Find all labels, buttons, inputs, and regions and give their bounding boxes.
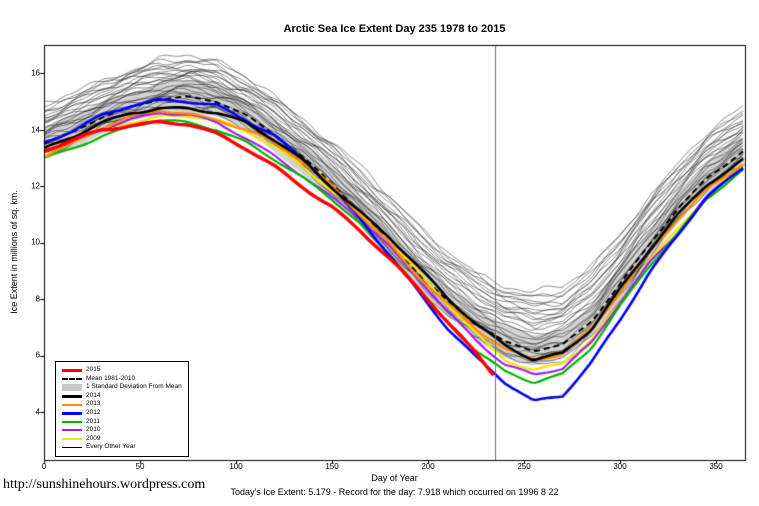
y-tick-label: 4: [35, 407, 40, 417]
x-tick-label: 100: [229, 462, 243, 471]
x-tick-label: 250: [517, 462, 531, 471]
y-axis-label: Ice Extent in millions of sq. km.: [9, 190, 19, 314]
legend-item-label: Every Other Year: [86, 443, 136, 451]
legend-swatch-2009: [62, 438, 82, 441]
legend-item-label: 2009: [86, 434, 101, 442]
x-tick-label: 0: [41, 462, 47, 471]
x-tick-label: 350: [709, 462, 723, 471]
legend-item: Every Other Year: [62, 443, 182, 452]
legend-item: 2014: [62, 392, 182, 401]
legend-swatch-2014: [62, 394, 82, 398]
y-tick-label: 6: [35, 350, 40, 360]
legend-swatch-2011: [62, 420, 82, 423]
chart-title: Arctic Sea Ice Extent Day 235 1978 to 20…: [283, 23, 506, 35]
legend-swatch-2010: [62, 429, 82, 432]
legend-item: 2012: [62, 409, 182, 418]
legend-swatch-every-other-year: [62, 447, 82, 449]
y-tick-label: 10: [31, 237, 40, 247]
y-tick-label: 8: [35, 294, 40, 304]
legend-swatch-stddev: [62, 383, 82, 391]
x-tick-label: 300: [613, 462, 627, 471]
legend-item: 2013: [62, 400, 182, 409]
legend-item-label: 2012: [86, 409, 101, 417]
legend: 2015 Mean 1981-2010 1 Standard Deviation…: [55, 361, 189, 457]
y-tick-label: 14: [31, 125, 40, 135]
legend-swatch-2013: [62, 403, 82, 406]
legend-item: Mean 1981-2010: [62, 375, 182, 384]
x-tick-label: 150: [325, 462, 339, 471]
legend-swatch-mean: [62, 377, 82, 380]
legend-item: 2009: [62, 435, 182, 444]
y-tick-label: 16: [31, 68, 40, 78]
y-tick-label: 12: [31, 181, 40, 191]
legend-item: 2011: [62, 418, 182, 427]
x-axis-label: Day of Year: [371, 473, 418, 483]
legend-item-label: 2010: [86, 426, 101, 434]
legend-item-label: Mean 1981-2010: [86, 374, 136, 382]
legend-item-label: 2015: [86, 366, 101, 374]
legend-item: 2010: [62, 426, 182, 435]
x-tick-label: 50: [135, 462, 145, 471]
legend-swatch-2015: [62, 368, 82, 372]
legend-swatch-2012: [62, 411, 82, 415]
status-line: Today's Ice Extent: 5.179 - Record for t…: [230, 487, 559, 497]
legend-item-label: 2013: [86, 400, 101, 408]
legend-item: 2015: [62, 366, 182, 375]
legend-item-label: 2014: [86, 391, 101, 399]
legend-item-label: 2011: [86, 417, 100, 425]
x-tick-label: 200: [421, 462, 435, 471]
legend-item-label: 1 Standard Deviation From Mean: [86, 383, 182, 391]
site-url: http://sunshinehours.wordpress.com: [3, 477, 206, 492]
legend-item: 1 Standard Deviation From Mean: [62, 383, 182, 392]
